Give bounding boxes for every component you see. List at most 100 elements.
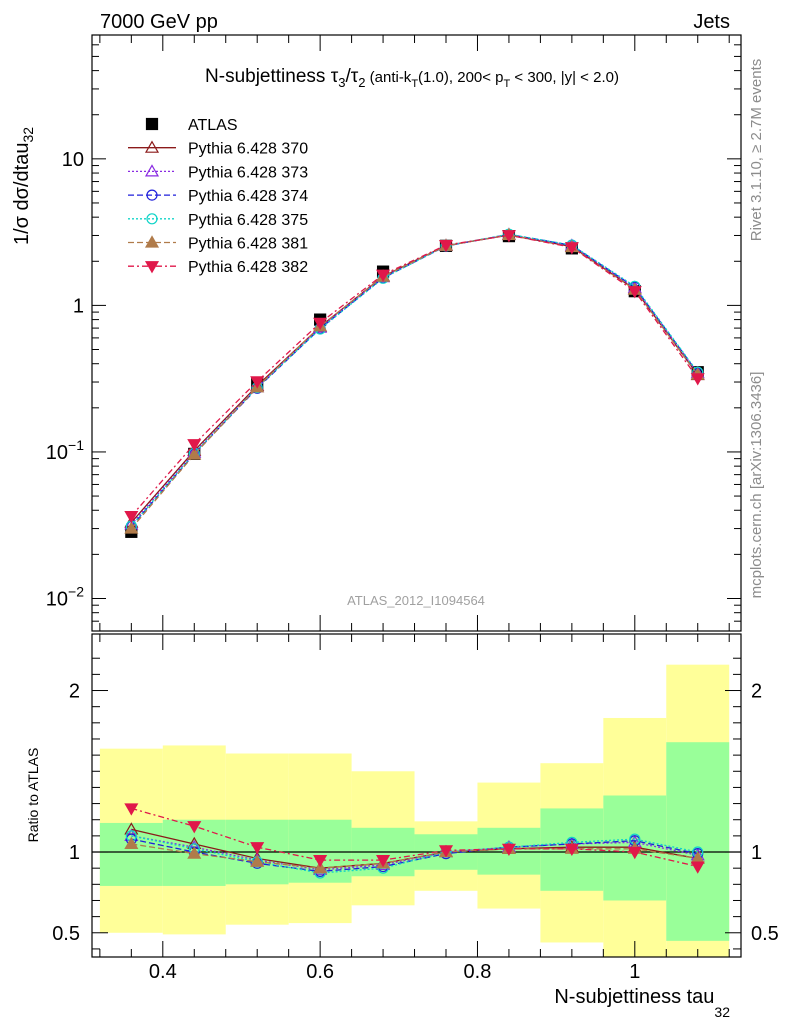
title-cut-c: < 300, |y| < 2.0): [510, 69, 619, 86]
title-cut-b: (1.0), 200< p: [418, 69, 503, 86]
ratio-ytick-label-left-2: 0.5: [52, 923, 80, 945]
x-tick-label-2: 0.8: [464, 961, 492, 983]
ratio-series-layer: [124, 803, 705, 879]
main-line-s373: [130, 233, 699, 525]
main-point-s382-8: [627, 286, 642, 299]
main-ytick-label-2: 10−1: [46, 437, 84, 464]
ratio-point-s381-1: [187, 846, 202, 859]
main-point-s382-3: [313, 317, 328, 331]
title-prefix: N-subjettiness: [205, 66, 331, 87]
ratio-line-s381: [131, 843, 698, 869]
chart-title: N-subjettiness τ3/τ2 (anti-kT(1.0), 200<…: [205, 66, 619, 90]
legend-entry-ATLAS: ATLAS: [145, 117, 238, 134]
ratio-point-s382-8: [627, 846, 642, 860]
main-ytick-base-2: 10: [46, 442, 68, 464]
ratio-frame: [91, 633, 742, 958]
main-line-s375: [130, 233, 699, 527]
ratio-ytick-label-right-1: 1: [751, 842, 762, 864]
main-line-s370: [130, 234, 699, 523]
legend-marker-s375: [146, 213, 158, 225]
band-inner-bin-9: [666, 742, 730, 941]
ratio-ytick-label-right-0: 2: [751, 681, 762, 703]
legend-entry-s375: Pythia 6.428 375: [128, 212, 308, 229]
legend-label-s375: Pythia 6.428 375: [188, 212, 308, 229]
legend-entry-s373: Pythia 6.428 373: [128, 164, 308, 181]
x-label-text: N-subjettiness tau: [554, 986, 714, 1008]
ratio-line-s370: [131, 828, 698, 869]
title-tau2: τ: [351, 66, 359, 87]
legend-label-s370: Pythia 6.428 370: [188, 141, 308, 158]
legend-entry-s381: Pythia 6.428 381: [128, 235, 308, 253]
main-ytick-base-3: 10: [46, 588, 68, 610]
main-y-label-text: 1/σ dσ/dtau: [11, 143, 33, 246]
main-point-s381-0: [124, 521, 139, 534]
main-point-s382-7: [564, 242, 579, 255]
legend-marker-s381: [144, 235, 160, 248]
legend-label-s382: Pythia 6.428 382: [188, 259, 308, 276]
ratio-point-s382-7: [564, 843, 579, 857]
band-inner-bin-0: [99, 822, 163, 886]
legend-label-s374: Pythia 6.428 374: [188, 188, 308, 205]
main-ytick-label-0: 10: [62, 149, 84, 171]
ratio-point-s382-1: [187, 821, 202, 834]
ratio-point-s381-3: [313, 860, 328, 874]
legend-marker-s382: [144, 261, 160, 274]
main-point-s382-2: [250, 376, 265, 389]
title-tau3-sub: 3: [338, 75, 345, 90]
main-line-s381: [130, 234, 699, 529]
analysis-watermark: ATLAS_2012_I1094564: [347, 593, 485, 608]
title-tau3: τ: [331, 66, 339, 87]
ratio-point-s382-9: [690, 861, 705, 874]
legend-label-s381: Pythia 6.428 381: [188, 236, 308, 253]
mcplots-source-label: mcplots.cern.ch [arXiv:1306.3436]: [748, 372, 765, 599]
main-ytick-exp-2: −1: [68, 437, 84, 453]
main-point-s382-0: [124, 510, 139, 524]
title-cut-a-sub: T: [411, 78, 418, 90]
x-axis-label: N-subjettiness tau32: [554, 986, 730, 1020]
legend-label-ATLAS: ATLAS: [188, 117, 238, 134]
x-tick-label-1: 0.6: [306, 961, 334, 983]
ratio-point-s381-0: [124, 836, 139, 850]
main-ytick-exp-3: −2: [68, 583, 84, 599]
ratio-point-s382-2: [250, 842, 265, 855]
x-tick-label-3: 1: [629, 961, 640, 983]
main-y-axis-label: 1/σ dσ/dtau32: [11, 127, 36, 245]
main-y-label-sub: 32: [20, 127, 36, 143]
header-collision-label: 7000 GeV pp: [100, 11, 218, 33]
main-point-s382-5: [438, 239, 454, 253]
main-line-s374: [130, 233, 699, 527]
ratio-point-s382-5: [438, 845, 454, 858]
ratio-uncertainty-bands: [92, 664, 741, 957]
legend-marker-ATLAS: [145, 117, 159, 131]
main-ytick-label-3: 10−2: [46, 583, 84, 610]
ratio-ytick-label-right-2: 0.5: [751, 923, 779, 945]
ratio-line-s375: [131, 835, 698, 874]
ratio-point-s382-3: [313, 854, 328, 868]
main-point-s382-9: [690, 373, 705, 386]
main-line-s382: [130, 234, 699, 517]
legend-marker-s373: [144, 164, 160, 177]
main-point-s382-6: [501, 230, 516, 243]
ratio-y-axis-label: Ratio to ATLAS: [25, 748, 41, 843]
ratio-series-s382: [124, 803, 705, 874]
title-slash: /: [345, 66, 351, 87]
main-point-s382-1: [187, 439, 202, 452]
title-cut-b-sub: T: [504, 78, 511, 90]
rivet-version-label: Rivet 3.1.10, ≥ 2.7M events: [748, 59, 765, 242]
ratio-point-s382-0: [124, 803, 139, 816]
legend-entry-s382: Pythia 6.428 382: [128, 259, 308, 276]
main-point-s382-4: [376, 269, 391, 282]
ratio-ytick-label-left-0: 2: [69, 681, 80, 703]
legend-entry-s374: Pythia 6.428 374: [128, 188, 308, 205]
main-ytick-label-1: 1: [73, 295, 84, 317]
legend-marker-s374: [146, 189, 158, 201]
header-process-label: Jets: [693, 11, 730, 33]
main-frame: [91, 34, 742, 632]
legend: ATLAS Pythia 6.428 370 Pythia 6.428 373 Pyt…: [128, 117, 308, 276]
ratio-point-s382-4: [376, 854, 391, 868]
main-series-s382: [124, 230, 705, 524]
legend-marker-s370: [144, 140, 160, 153]
x-tick-label-0: 0.4: [149, 961, 177, 983]
legend-label-s373: Pythia 6.428 373: [188, 164, 308, 181]
